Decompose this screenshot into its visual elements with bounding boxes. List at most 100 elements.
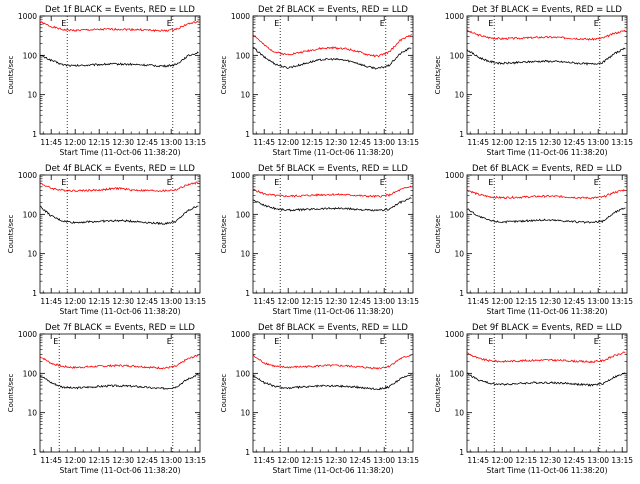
detector-panel-4: Det 4f BLACK = Events, RED = LLD 1 10 100 10… bbox=[7, 164, 206, 316]
y-tick-label: 1000 bbox=[231, 171, 250, 180]
x-tick-label: 13:00 bbox=[160, 456, 182, 465]
x-tick-label: 11:45 bbox=[467, 138, 489, 147]
series-line-events bbox=[252, 46, 412, 70]
y-axis-label: Counts/sec bbox=[434, 374, 442, 413]
y-axis-label: Counts/sec bbox=[220, 215, 228, 254]
x-tick-label: 12:30 bbox=[325, 297, 347, 306]
marker-label: E bbox=[488, 19, 493, 28]
y-tick-label: 1000 bbox=[445, 330, 464, 339]
x-tick-label: 12:30 bbox=[325, 456, 347, 465]
x-tick-label: 12:00 bbox=[64, 297, 86, 306]
x-tick-label: 12:00 bbox=[491, 456, 513, 465]
x-axis-label: Start Time (11-Oct-06 11:38:20) bbox=[486, 148, 607, 157]
marker-label: E bbox=[594, 337, 599, 346]
series-line-events bbox=[252, 197, 412, 212]
y-tick-label: 1 bbox=[32, 448, 37, 457]
series-line-events bbox=[39, 51, 199, 68]
y-tick-label: 10 bbox=[454, 91, 464, 100]
plot-frame bbox=[466, 174, 628, 294]
x-axis-label: Start Time (11-Oct-06 11:38:20) bbox=[59, 148, 180, 157]
y-tick-label: 1 bbox=[32, 130, 37, 139]
y-tick-label: 100 bbox=[450, 210, 465, 219]
x-tick-label: 12:30 bbox=[112, 456, 134, 465]
x-tick-label: 12:30 bbox=[112, 138, 134, 147]
x-tick-label: 12:00 bbox=[64, 456, 86, 465]
x-tick-label: 13:00 bbox=[373, 297, 395, 306]
series-line-events bbox=[466, 372, 626, 387]
x-tick-label: 13:00 bbox=[587, 297, 609, 306]
marker-label: E bbox=[167, 337, 172, 346]
x-tick-label: 11:45 bbox=[40, 297, 62, 306]
x-tick-label: 12:00 bbox=[277, 297, 299, 306]
y-axis-label: Counts/sec bbox=[7, 215, 15, 254]
marker-label: E bbox=[274, 178, 279, 187]
series-line-lld bbox=[466, 188, 626, 200]
y-tick-label: 1 bbox=[245, 448, 250, 457]
x-tick-label: 13:00 bbox=[160, 138, 182, 147]
marker-label: E bbox=[61, 178, 66, 187]
y-tick-label: 1000 bbox=[445, 12, 464, 21]
series-line-lld bbox=[466, 351, 626, 364]
plot-frame bbox=[252, 174, 414, 294]
y-tick-label: 1 bbox=[459, 130, 464, 139]
detector-panel-5: Det 5f BLACK = Events, RED = LLD 1 10 100 10… bbox=[220, 164, 419, 316]
x-tick-label: 13:15 bbox=[184, 456, 206, 465]
detector-panel-8: Det 8f BLACK = Events, RED = LLD 1 10 100 10… bbox=[220, 323, 419, 475]
series-line-events bbox=[252, 374, 412, 391]
series-line-lld bbox=[252, 354, 412, 370]
x-tick-label: 12:45 bbox=[563, 138, 585, 147]
y-tick-label: 100 bbox=[23, 369, 38, 378]
x-axis-label: Start Time (11-Oct-06 11:38:20) bbox=[59, 307, 180, 316]
plot-frame bbox=[39, 174, 201, 294]
panel-title: Det 4f BLACK = Events, RED = LLD bbox=[45, 164, 195, 174]
series-line-lld bbox=[466, 29, 626, 41]
marker-label: E bbox=[53, 337, 58, 346]
series-line-lld bbox=[39, 181, 199, 193]
y-tick-label: 100 bbox=[236, 369, 251, 378]
y-tick-label: 10 bbox=[240, 91, 250, 100]
x-tick-label: 13:15 bbox=[184, 138, 206, 147]
panel-title: Det 8f BLACK = Events, RED = LLD bbox=[258, 323, 408, 333]
marker-label: E bbox=[274, 337, 279, 346]
y-tick-label: 10 bbox=[27, 409, 37, 418]
y-tick-label: 100 bbox=[23, 51, 38, 60]
detector-panel-7: Det 7f BLACK = Events, RED = LLD 1 10 100 10… bbox=[7, 323, 206, 475]
x-tick-label: 12:00 bbox=[277, 138, 299, 147]
plot-frame bbox=[252, 15, 414, 135]
x-tick-label: 12:15 bbox=[301, 297, 323, 306]
series-line-lld bbox=[39, 354, 199, 370]
series-line-lld bbox=[252, 185, 412, 198]
panel-title: Det 9f BLACK = Events, RED = LLD bbox=[472, 323, 622, 333]
x-tick-label: 12:45 bbox=[349, 456, 371, 465]
y-tick-label: 100 bbox=[23, 210, 38, 219]
y-tick-label: 1000 bbox=[18, 330, 37, 339]
panel-title: Det 7f BLACK = Events, RED = LLD bbox=[45, 323, 195, 333]
y-tick-label: 1 bbox=[32, 289, 37, 298]
y-tick-label: 10 bbox=[27, 250, 37, 259]
x-tick-label: 12:15 bbox=[301, 138, 323, 147]
y-tick-label: 1000 bbox=[445, 171, 464, 180]
plot-frame bbox=[39, 15, 201, 135]
marker-label: E bbox=[61, 19, 66, 28]
x-tick-label: 12:45 bbox=[563, 456, 585, 465]
detector-panel-2: Det 2f BLACK = Events, RED = LLD 1 10 100 10… bbox=[220, 5, 419, 157]
marker-label: E bbox=[594, 178, 599, 187]
x-axis-label: Start Time (11-Oct-06 11:38:20) bbox=[272, 466, 393, 475]
x-axis-label: Start Time (11-Oct-06 11:38:20) bbox=[486, 307, 607, 316]
x-tick-label: 11:45 bbox=[253, 297, 275, 306]
x-tick-label: 12:00 bbox=[64, 138, 86, 147]
x-tick-label: 13:00 bbox=[160, 297, 182, 306]
x-tick-label: 12:45 bbox=[349, 297, 371, 306]
x-tick-label: 12:45 bbox=[349, 138, 371, 147]
x-tick-label: 13:15 bbox=[611, 456, 633, 465]
y-tick-label: 100 bbox=[236, 51, 251, 60]
y-tick-label: 10 bbox=[454, 250, 464, 259]
marker-label: E bbox=[380, 19, 385, 28]
y-tick-label: 1000 bbox=[18, 171, 37, 180]
series-line-events bbox=[40, 205, 199, 226]
panel-title: Det 1f BLACK = Events, RED = LLD bbox=[45, 5, 195, 15]
x-tick-label: 11:45 bbox=[467, 297, 489, 306]
panel-title: Det 5f BLACK = Events, RED = LLD bbox=[258, 164, 408, 174]
y-axis-label: Counts/sec bbox=[434, 56, 442, 95]
